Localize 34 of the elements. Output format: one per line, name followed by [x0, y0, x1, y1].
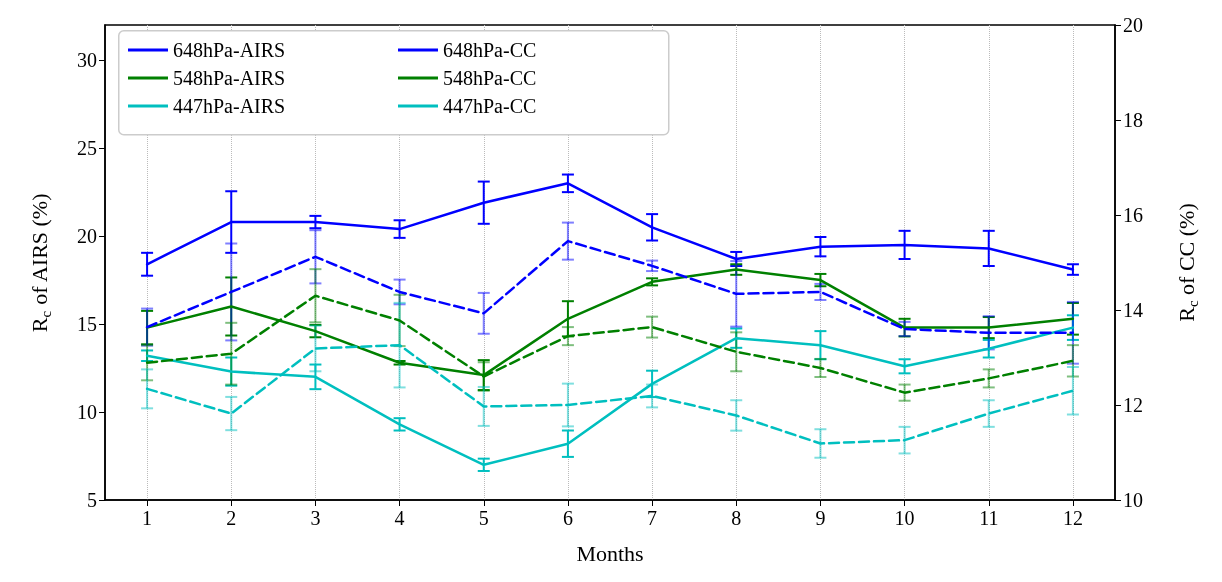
legend-label: 447hPa-AIRS: [173, 95, 286, 117]
y2-tick-label: 20: [1123, 14, 1143, 36]
x-tick-label: 1: [142, 507, 153, 529]
legend-label: 447hPa-CC: [443, 95, 537, 117]
x-tick-label: 9: [815, 507, 826, 529]
y-tick-label: 20: [77, 225, 97, 248]
y-tick-label: 10: [77, 401, 97, 424]
y2-tick-label: 14: [1123, 299, 1143, 321]
y-tick-label: 30: [77, 49, 97, 72]
line-series: [145, 239, 1075, 335]
legend-label: 648hPa-CC: [443, 39, 537, 61]
x-tick-label: 5: [478, 507, 489, 529]
x-tick-label: 10: [894, 507, 915, 529]
y2-axis-title: Rc of CC (%): [1174, 203, 1201, 322]
y2-tick-label: 16: [1123, 204, 1143, 226]
x-tick-label: 3: [310, 507, 321, 529]
x-tick-label: 4: [394, 507, 405, 529]
x-tick-label: 12: [1062, 507, 1083, 529]
x-tick-label: 7: [647, 507, 658, 529]
legend-label: 648hPa-AIRS: [173, 39, 286, 61]
y-tick-label: 5: [87, 489, 97, 511]
y2-tick-label: 10: [1123, 489, 1143, 511]
legend-label: 548hPa-CC: [443, 67, 537, 89]
y2-tick-label: 18: [1123, 109, 1143, 131]
y-tick-label: 25: [77, 137, 97, 160]
x-tick-label: 8: [731, 507, 742, 529]
x-tick-label: 11: [979, 507, 999, 529]
x-tick-label: 2: [226, 507, 237, 529]
y-tick-label: 15: [77, 313, 97, 336]
legend-label: 548hPa-AIRS: [173, 67, 286, 89]
x-axis-title: Months: [576, 540, 644, 566]
y-axis-title: Rc of AIRS (%): [27, 193, 54, 333]
y2-tick-label: 12: [1123, 394, 1143, 416]
x-tick-label: 6: [562, 507, 573, 529]
